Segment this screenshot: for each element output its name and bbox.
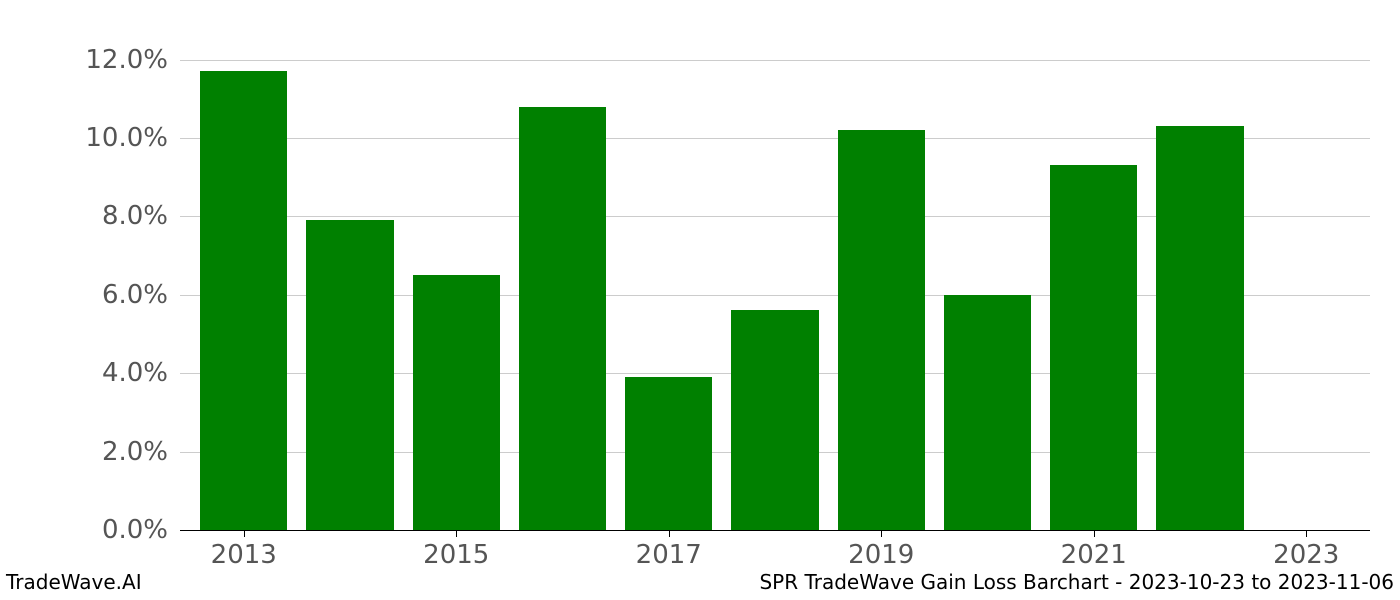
bar	[1050, 165, 1137, 530]
ytick-label: 6.0%	[48, 280, 168, 310]
ytick-label: 2.0%	[48, 437, 168, 467]
bar	[1156, 126, 1243, 530]
bar	[519, 107, 606, 530]
xtick-label: 2021	[1044, 540, 1144, 570]
ytick-label: 4.0%	[48, 358, 168, 388]
xtick-mark	[1306, 530, 1307, 537]
xtick-label: 2015	[406, 540, 506, 570]
xtick-mark	[1094, 530, 1095, 537]
bar	[306, 220, 393, 530]
bar	[944, 295, 1031, 530]
xtick-label: 2013	[194, 540, 294, 570]
plot-area	[180, 40, 1370, 530]
ytick-label: 8.0%	[48, 201, 168, 231]
xtick-label: 2023	[1256, 540, 1356, 570]
x-axis-line	[180, 530, 1370, 531]
bar	[731, 310, 818, 530]
gridline	[180, 60, 1370, 61]
ytick-label: 0.0%	[48, 515, 168, 545]
chart-container: TradeWave.AI SPR TradeWave Gain Loss Bar…	[0, 0, 1400, 600]
ytick-label: 12.0%	[48, 45, 168, 75]
xtick-mark	[456, 530, 457, 537]
bar	[413, 275, 500, 530]
xtick-label: 2017	[619, 540, 719, 570]
xtick-mark	[669, 530, 670, 537]
bar	[838, 130, 925, 530]
bar	[625, 377, 712, 530]
footer-left-text: TradeWave.AI	[6, 570, 142, 594]
bar	[200, 71, 287, 530]
ytick-label: 10.0%	[48, 123, 168, 153]
footer-right-text: SPR TradeWave Gain Loss Barchart - 2023-…	[759, 570, 1394, 594]
xtick-mark	[244, 530, 245, 537]
xtick-label: 2019	[831, 540, 931, 570]
xtick-mark	[881, 530, 882, 537]
